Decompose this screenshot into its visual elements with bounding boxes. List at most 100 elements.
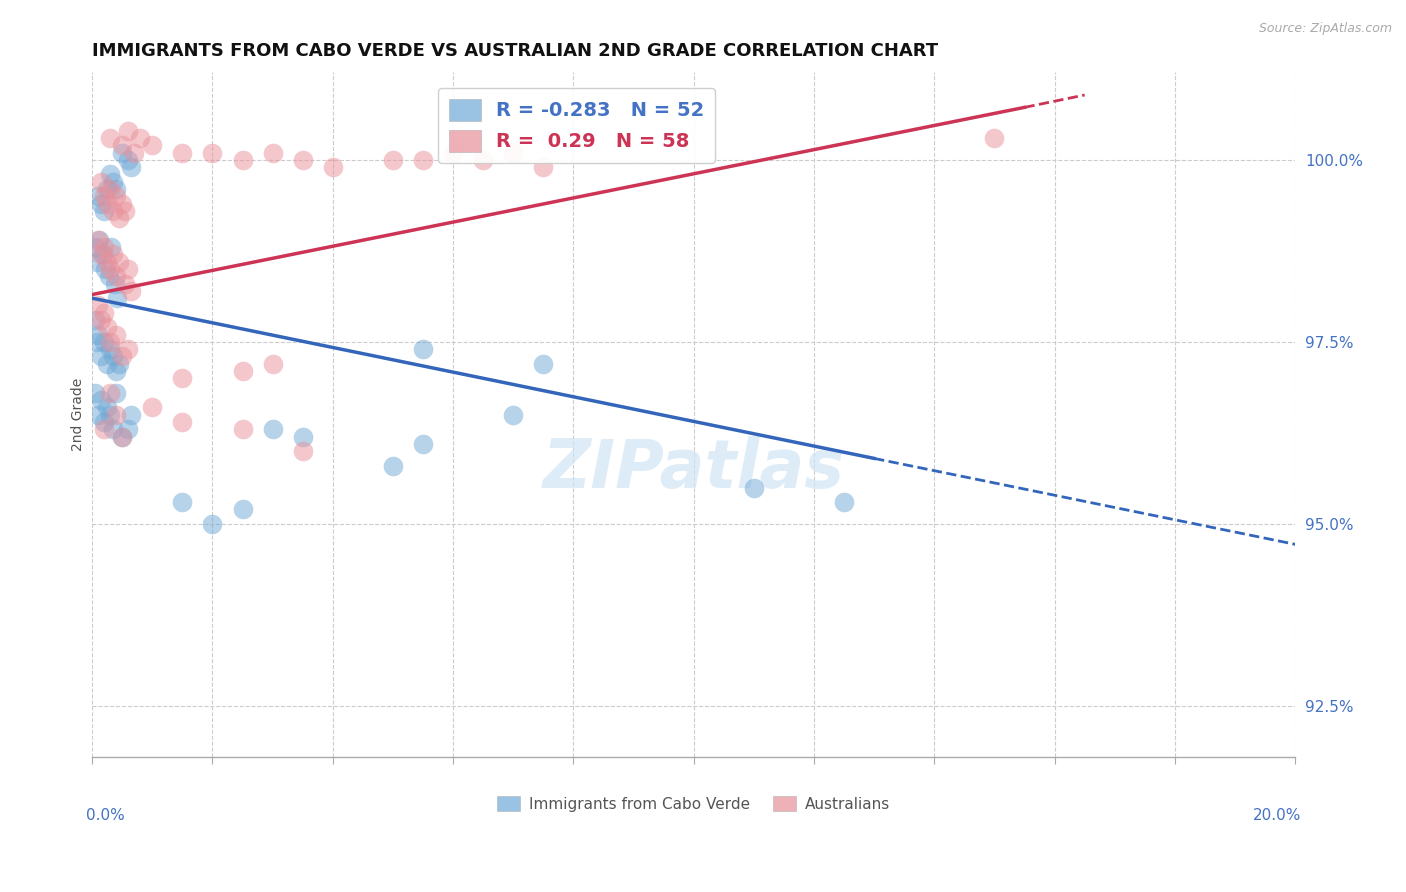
Text: IMMIGRANTS FROM CABO VERDE VS AUSTRALIAN 2ND GRADE CORRELATION CHART: IMMIGRANTS FROM CABO VERDE VS AUSTRALIAN…: [93, 42, 938, 60]
Point: [90, 393, 112, 408]
Point: [114, 277, 136, 291]
Point: [91, 247, 114, 261]
Point: [441, 145, 464, 160]
Point: [172, 495, 194, 509]
Point: [322, 160, 344, 174]
Point: [129, 131, 152, 145]
Point: [412, 342, 434, 356]
Point: [262, 422, 284, 436]
Point: [111, 196, 134, 211]
Point: [98, 262, 121, 277]
Point: [262, 357, 284, 371]
Point: [531, 160, 554, 174]
Point: [105, 364, 128, 378]
Point: [107, 291, 129, 305]
Point: [108, 254, 131, 268]
Point: [412, 153, 434, 167]
Point: [93, 240, 115, 254]
Point: [120, 160, 142, 174]
Point: [117, 262, 139, 277]
Point: [96, 320, 118, 334]
Point: [87, 233, 110, 247]
Point: [172, 145, 194, 160]
Point: [117, 422, 139, 436]
Point: [94, 262, 117, 277]
Point: [84, 240, 107, 254]
Point: [201, 145, 224, 160]
Point: [90, 247, 112, 261]
Point: [105, 182, 128, 196]
Point: [98, 131, 121, 145]
Point: [90, 313, 112, 327]
Point: [84, 313, 107, 327]
Point: [172, 415, 194, 429]
Text: 0.0%: 0.0%: [86, 808, 125, 823]
Point: [291, 429, 314, 443]
Point: [502, 408, 524, 422]
Point: [96, 254, 118, 268]
Point: [103, 175, 125, 189]
Point: [120, 408, 142, 422]
Point: [105, 385, 128, 400]
Legend: Immigrants from Cabo Verde, Australians: Immigrants from Cabo Verde, Australians: [491, 789, 897, 818]
Point: [84, 385, 107, 400]
Point: [98, 342, 121, 356]
Point: [93, 203, 115, 218]
Point: [93, 415, 115, 429]
Point: [232, 502, 254, 516]
Point: [262, 145, 284, 160]
Point: [502, 145, 524, 160]
Point: [232, 364, 254, 378]
Point: [381, 458, 404, 473]
Point: [96, 401, 118, 415]
Point: [117, 153, 139, 167]
Point: [108, 211, 131, 225]
Text: Source: ZipAtlas.com: Source: ZipAtlas.com: [1258, 22, 1392, 36]
Point: [87, 189, 110, 203]
Point: [86, 254, 108, 268]
Point: [90, 350, 112, 364]
Point: [89, 233, 111, 247]
Point: [104, 277, 127, 291]
Point: [93, 306, 115, 320]
Point: [412, 437, 434, 451]
Point: [105, 189, 128, 203]
Point: [98, 269, 121, 284]
Point: [93, 189, 115, 203]
Point: [124, 145, 146, 160]
Y-axis label: 2nd Grade: 2nd Grade: [72, 378, 86, 451]
Point: [103, 422, 125, 436]
Point: [531, 357, 554, 371]
Point: [93, 422, 115, 436]
Point: [232, 422, 254, 436]
Point: [98, 385, 121, 400]
Point: [832, 495, 855, 509]
Point: [141, 138, 163, 153]
Point: [96, 357, 118, 371]
Point: [93, 334, 115, 349]
Point: [111, 429, 134, 443]
Point: [105, 408, 128, 422]
Point: [111, 145, 134, 160]
Text: 20.0%: 20.0%: [1253, 808, 1301, 823]
Point: [120, 284, 142, 298]
Point: [381, 153, 404, 167]
Point: [111, 350, 134, 364]
Point: [105, 327, 128, 342]
Point: [111, 429, 134, 443]
Point: [141, 401, 163, 415]
Point: [117, 124, 139, 138]
Point: [103, 247, 125, 261]
Point: [291, 153, 314, 167]
Point: [114, 203, 136, 218]
Point: [96, 182, 118, 196]
Point: [105, 269, 128, 284]
Point: [98, 182, 121, 196]
Point: [98, 167, 121, 181]
Point: [103, 203, 125, 218]
Point: [172, 371, 194, 385]
Point: [983, 131, 1005, 145]
Point: [103, 350, 125, 364]
Point: [201, 516, 224, 531]
Point: [111, 138, 134, 153]
